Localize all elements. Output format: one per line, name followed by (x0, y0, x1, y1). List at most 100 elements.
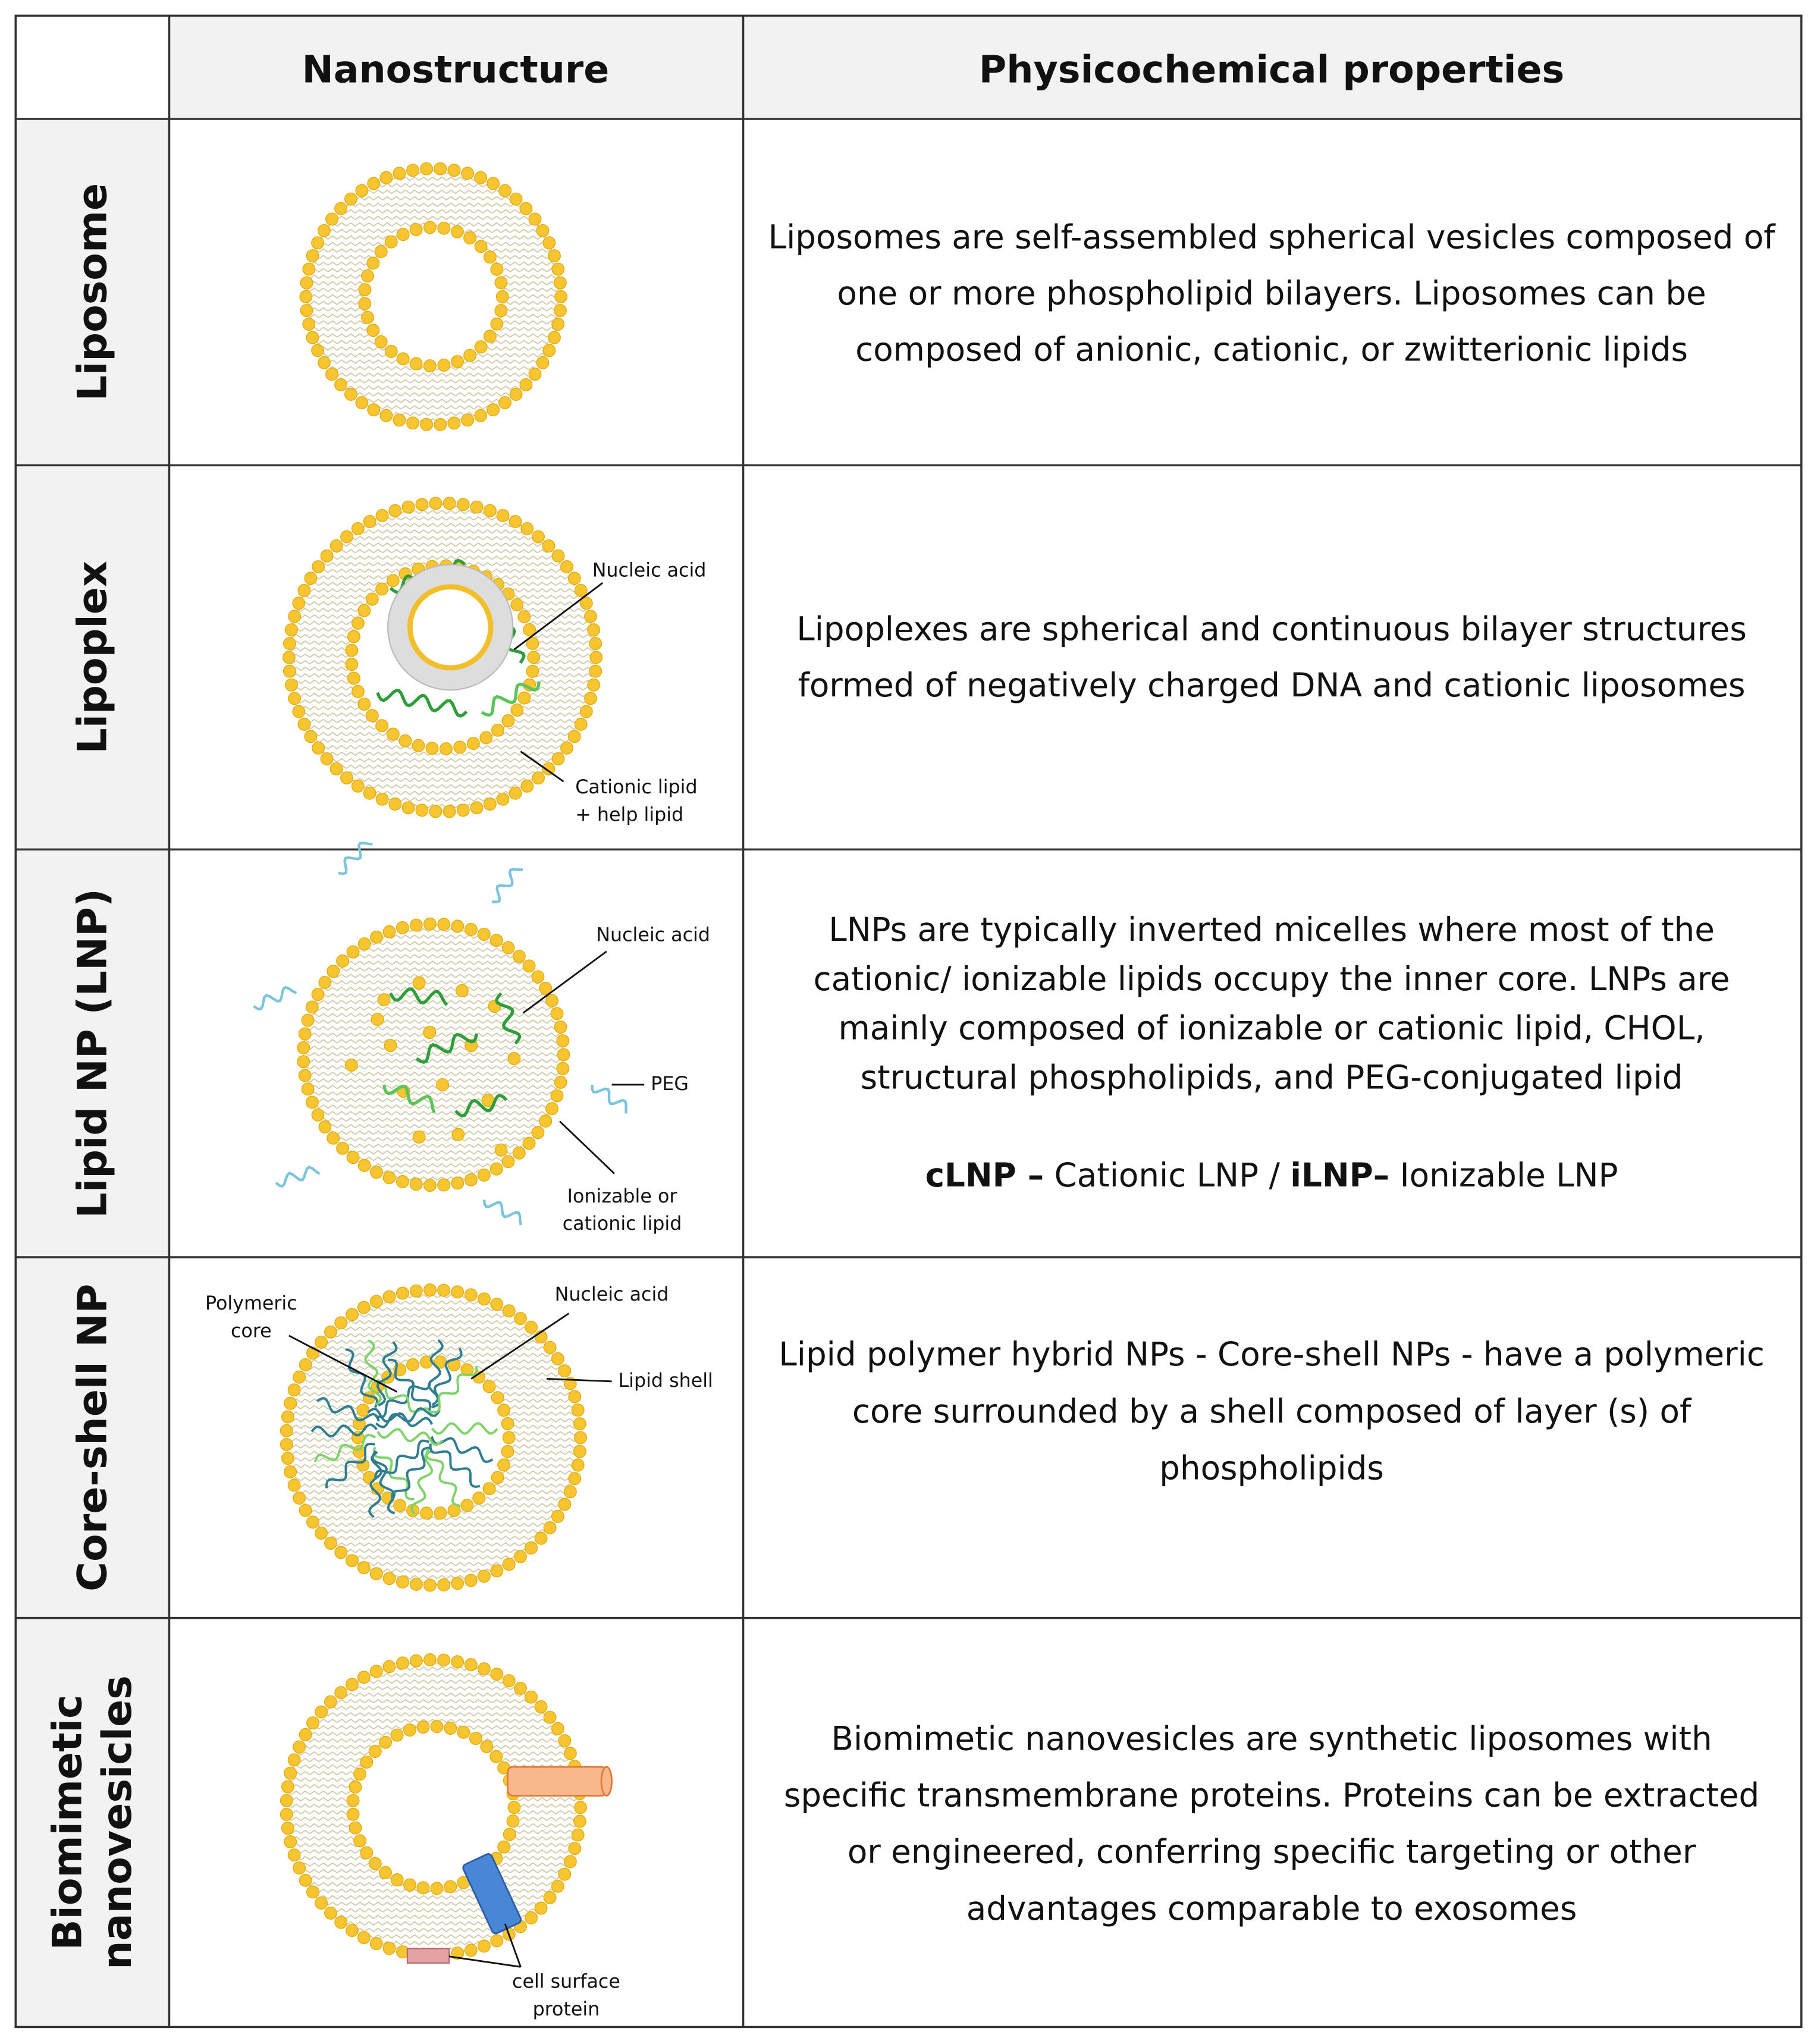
callout-label: PEG (651, 1073, 689, 1095)
lipid-head (420, 162, 434, 175)
lipid-head (369, 1665, 383, 1678)
lipid-head (568, 1390, 582, 1404)
lipid-head (519, 378, 533, 391)
lipid-head (369, 1567, 383, 1581)
peg (253, 985, 297, 1011)
lipid-head (501, 1445, 514, 1458)
lipid-head (357, 1301, 371, 1314)
lipid-head (349, 1821, 362, 1835)
lipid-head (509, 786, 522, 800)
note-part: Cationic LNP / (1044, 1156, 1290, 1194)
lipid-head (396, 228, 410, 241)
lipid-head (589, 664, 602, 678)
lipid-head (281, 1410, 294, 1424)
lipid-head (464, 1574, 478, 1587)
lipid-head (474, 340, 488, 354)
lipid-head (423, 1578, 437, 1592)
lipid-head (584, 692, 597, 705)
lipid-head (551, 1352, 564, 1365)
lipid-head (357, 1931, 371, 1945)
lipid-head (584, 610, 597, 623)
lipid-head (477, 1662, 491, 1676)
lipid-head (531, 970, 545, 984)
lipid-head (352, 685, 365, 698)
nucleic-acid (415, 1032, 478, 1064)
lipid-head (396, 1286, 409, 1300)
lipid-head (334, 378, 347, 391)
lipid-head (360, 1846, 374, 1860)
lipid-head (519, 202, 533, 215)
lipid-head (491, 723, 504, 737)
lipid-head (489, 1750, 503, 1763)
lipid-head (280, 1794, 293, 1807)
lipid-head (423, 359, 437, 373)
lipid-head (466, 737, 480, 751)
lipid-head (340, 771, 353, 785)
lipid-head (361, 310, 375, 324)
lipid-head (304, 572, 318, 585)
lipid-head (382, 1942, 396, 1955)
lipid-head (509, 515, 522, 529)
lipid-head (496, 792, 510, 806)
lipid-head (288, 610, 302, 623)
lipid-head (463, 231, 477, 244)
nucleic-acid (310, 1423, 378, 1438)
lipid-head (571, 1828, 585, 1842)
lipid-head (280, 1807, 293, 1821)
lipid-head (382, 925, 396, 938)
nucleic-acid (374, 1439, 429, 1479)
lipid-head (346, 1678, 359, 1691)
lipid-head (281, 1780, 294, 1794)
lipid-head (545, 1102, 558, 1116)
lipid-head (299, 1503, 312, 1517)
description-line: Lipoplexes are spherical and continuous … (796, 610, 1747, 648)
nucleic-acid (374, 1381, 432, 1419)
callout-line (547, 1378, 612, 1383)
lipid-head (542, 762, 556, 775)
lipid-head (470, 801, 484, 815)
lipid-head (501, 1155, 515, 1169)
row-label: Lipoplex (69, 561, 116, 754)
lipid-head (369, 1295, 383, 1308)
lipid-head (489, 1162, 503, 1176)
lipid-head (375, 792, 389, 806)
lipid-head (327, 1131, 340, 1145)
lipid-head (306, 249, 319, 263)
lipid-head (416, 1720, 430, 1734)
lipid-head (358, 283, 372, 297)
row-label: Core-shell NP (69, 1284, 116, 1591)
lipid-head (461, 413, 475, 427)
callout-line (520, 751, 564, 783)
lipid-head (344, 192, 357, 206)
ionizable-lipid (412, 1130, 426, 1144)
lipid-head (483, 797, 497, 811)
callout-label: + help lipid (575, 803, 683, 825)
lipid-head (587, 678, 601, 692)
nucleic-acid (425, 1448, 461, 1507)
lipid-head (305, 1095, 319, 1109)
lipid-head (550, 1007, 564, 1021)
lipid-head (451, 1285, 465, 1299)
lipid-head (311, 988, 325, 1001)
note: cLNP – Cationic LNP / iLNP– Ionizable LN… (925, 1156, 1618, 1194)
lipid-head (451, 1577, 465, 1590)
lipid-head (539, 1114, 553, 1128)
lipid-head (324, 1906, 337, 1920)
lipid-head (437, 1653, 451, 1667)
lipid-head (374, 244, 388, 258)
lipid-head (334, 1316, 348, 1330)
row-label: Liposome (69, 183, 116, 401)
lipid-head (536, 224, 550, 237)
lipid-head (509, 388, 523, 401)
ionizable-lipid (377, 993, 391, 1007)
lipid-head (300, 304, 313, 318)
lipid-head (483, 504, 497, 517)
lipid-head (490, 1298, 504, 1311)
lipid-head (299, 1358, 312, 1371)
lipid-head (539, 981, 553, 995)
lipid-head (487, 177, 500, 190)
callout-label: Cationic lipid (575, 776, 697, 798)
lipid-head (336, 955, 350, 968)
lipid-head (409, 357, 423, 371)
lipid-head (574, 717, 588, 731)
